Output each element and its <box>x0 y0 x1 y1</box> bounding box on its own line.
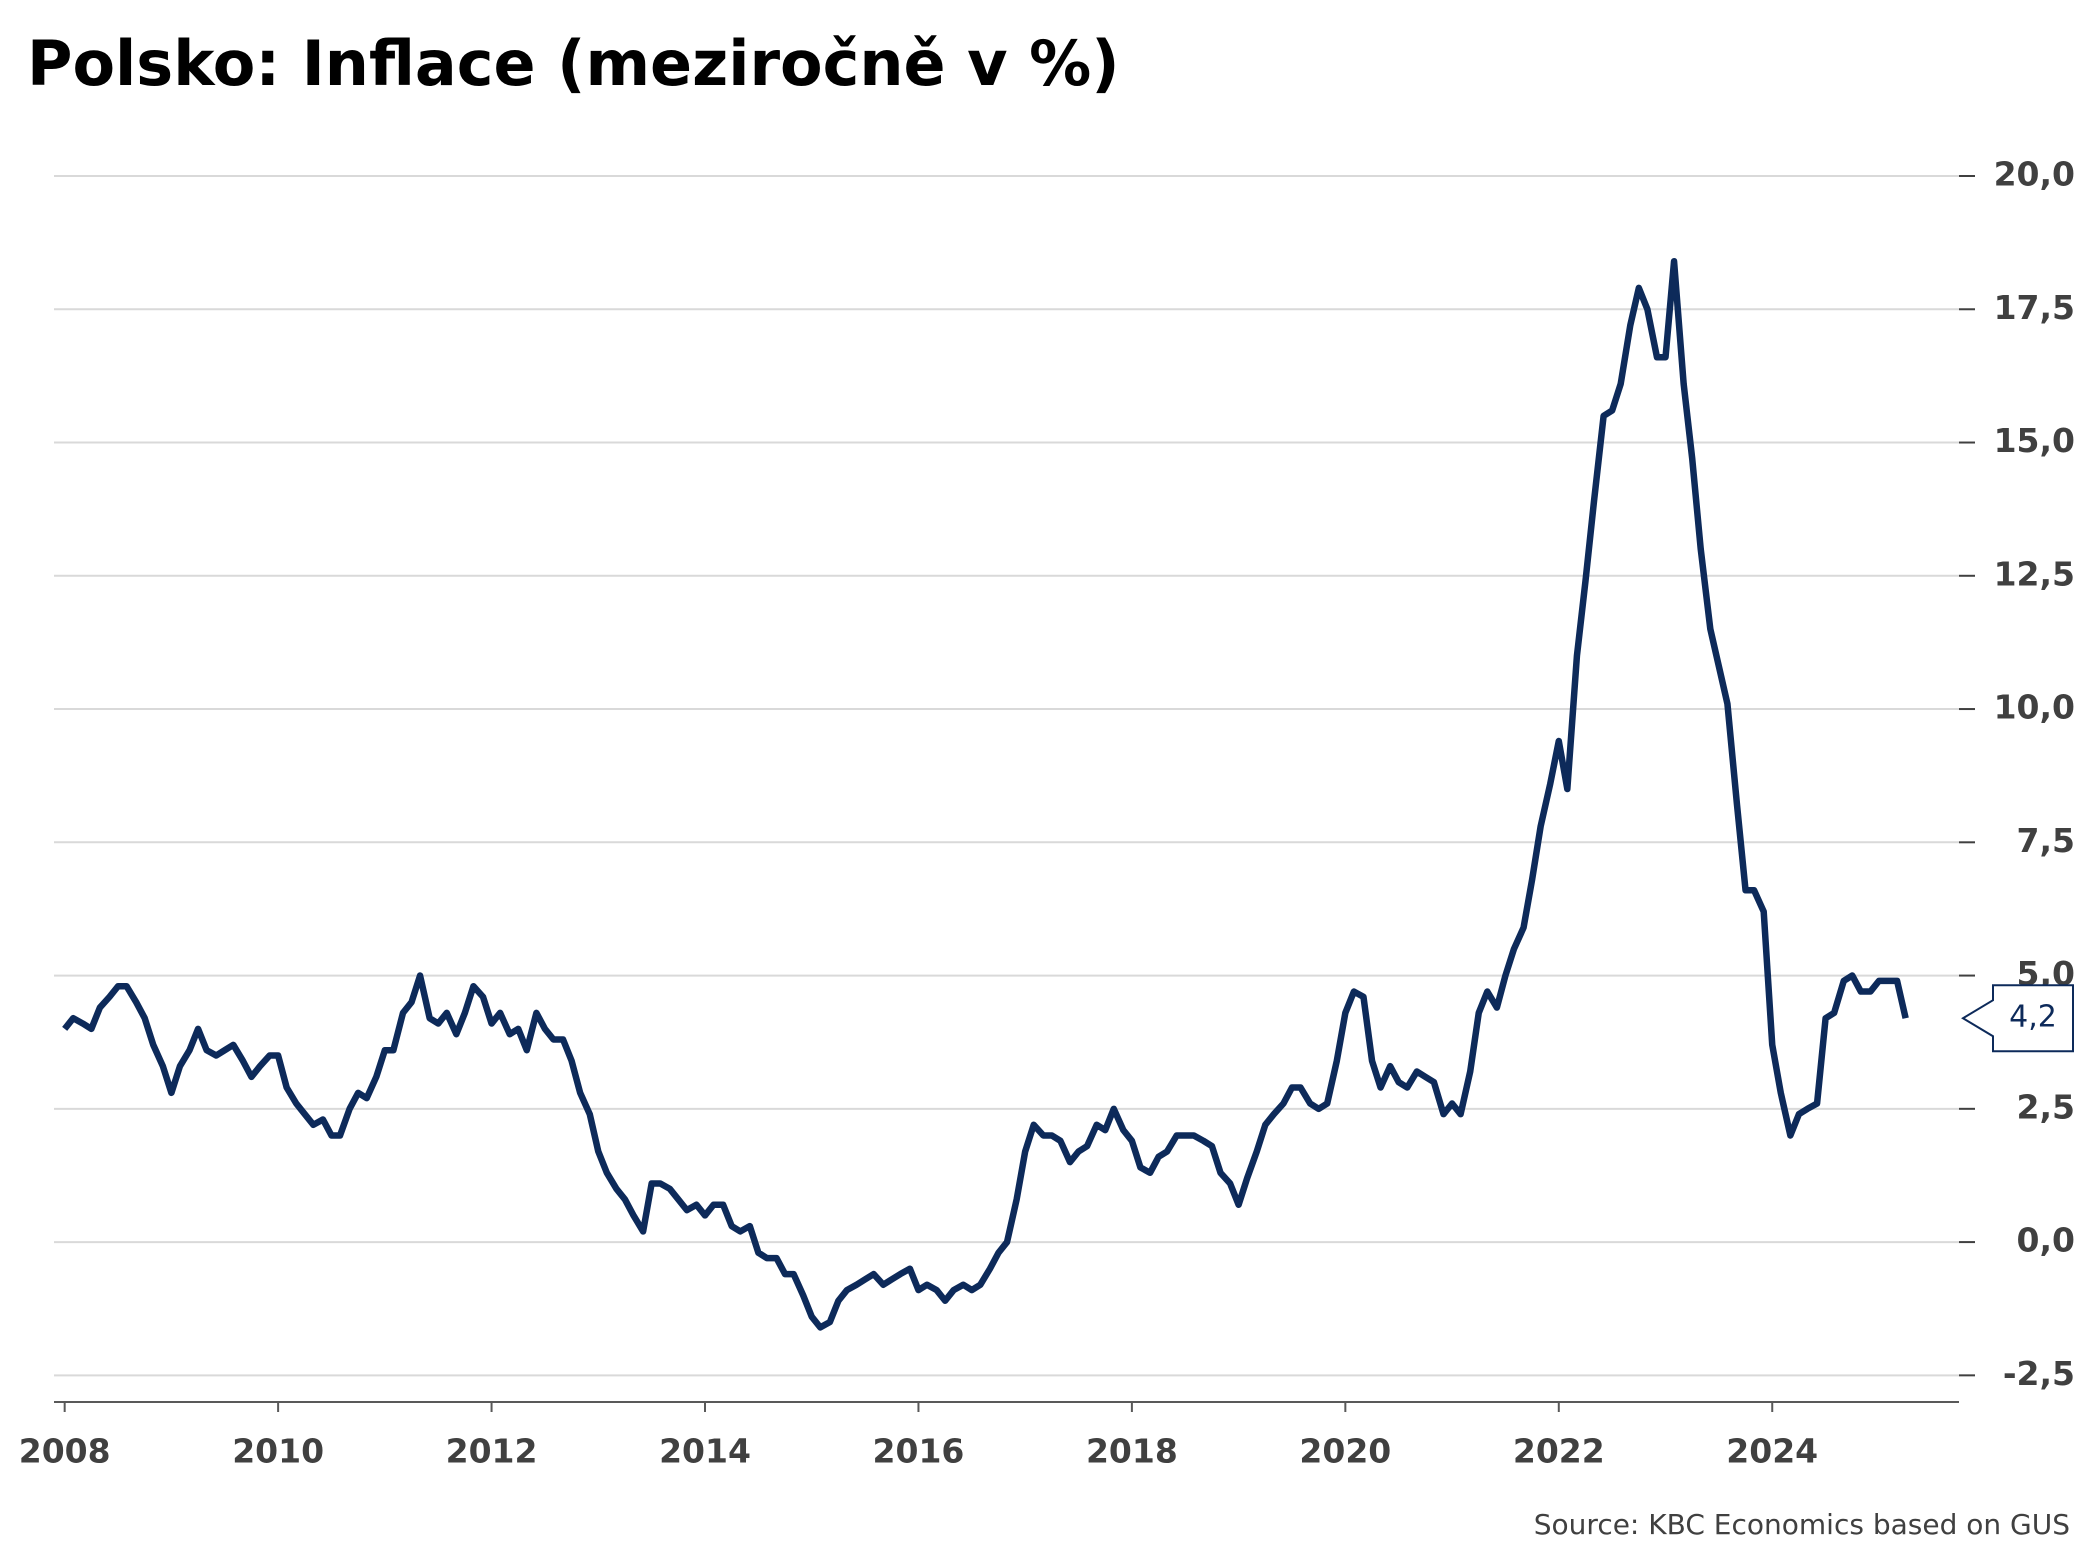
y-tick-label: 7,5 <box>2017 821 2075 860</box>
y-tick-label: 15,0 <box>1994 421 2075 460</box>
y-tick-label: 0,0 <box>2017 1221 2075 1260</box>
x-tick-label: 2016 <box>873 1432 965 1471</box>
source-note: Source: KBC Economics based on GUS <box>1534 1508 2070 1541</box>
value-label: 4,2 <box>2009 1000 2057 1035</box>
y-tick-label: 17,5 <box>1994 288 2075 327</box>
x-tick-label: 2012 <box>446 1432 538 1471</box>
y-tick-label: 10,0 <box>1994 688 2075 727</box>
y-tick-label: 20,0 <box>1994 155 2075 194</box>
x-tick-label: 2018 <box>1086 1432 1178 1471</box>
y-tick-label: 12,5 <box>1994 554 2075 593</box>
chart-title: Polsko: Inflace (meziročně v %) <box>27 27 1120 100</box>
y-tick-label: -2,5 <box>2003 1354 2075 1393</box>
x-tick-label: 2020 <box>1299 1432 1391 1471</box>
x-tick-label: 2024 <box>1726 1432 1818 1471</box>
callout-box <box>1961 984 2074 1053</box>
x-tick-label: 2010 <box>232 1432 324 1471</box>
x-tick-label: 2008 <box>19 1432 111 1471</box>
x-tick-label: 2022 <box>1513 1432 1605 1471</box>
data-line <box>62 258 1909 1331</box>
x-tick-label: 2014 <box>659 1432 751 1471</box>
y-tick-label: 2,5 <box>2017 1087 2075 1126</box>
